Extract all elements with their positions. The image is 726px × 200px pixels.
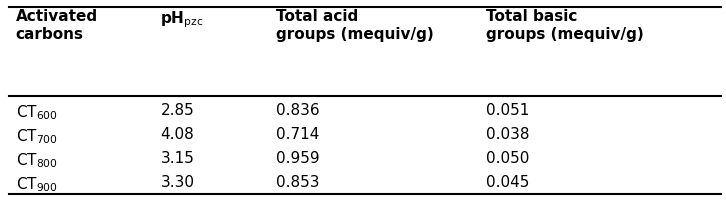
Text: 0.714: 0.714 <box>276 127 319 142</box>
Text: 0.836: 0.836 <box>276 103 320 118</box>
Text: 3.15: 3.15 <box>160 151 195 166</box>
Text: 3.30: 3.30 <box>160 175 195 190</box>
Text: 0.051: 0.051 <box>486 103 529 118</box>
Text: CT$_{600}$: CT$_{600}$ <box>16 103 57 122</box>
Text: pH$_\mathrm{pzc}$: pH$_\mathrm{pzc}$ <box>160 9 204 30</box>
Text: 0.853: 0.853 <box>276 175 319 190</box>
Text: 4.08: 4.08 <box>160 127 195 142</box>
Text: Activated
carbons: Activated carbons <box>16 9 98 42</box>
Text: CT$_{800}$: CT$_{800}$ <box>16 151 57 170</box>
Text: Total acid
groups (mequiv/g): Total acid groups (mequiv/g) <box>276 9 434 42</box>
Text: 2.85: 2.85 <box>160 103 195 118</box>
Text: CT$_{700}$: CT$_{700}$ <box>16 127 57 146</box>
Text: CT$_{900}$: CT$_{900}$ <box>16 175 57 194</box>
Text: 0.959: 0.959 <box>276 151 320 166</box>
Text: 0.045: 0.045 <box>486 175 529 190</box>
Text: 0.038: 0.038 <box>486 127 529 142</box>
Text: Total basic
groups (mequiv/g): Total basic groups (mequiv/g) <box>486 9 644 42</box>
Text: 0.050: 0.050 <box>486 151 529 166</box>
